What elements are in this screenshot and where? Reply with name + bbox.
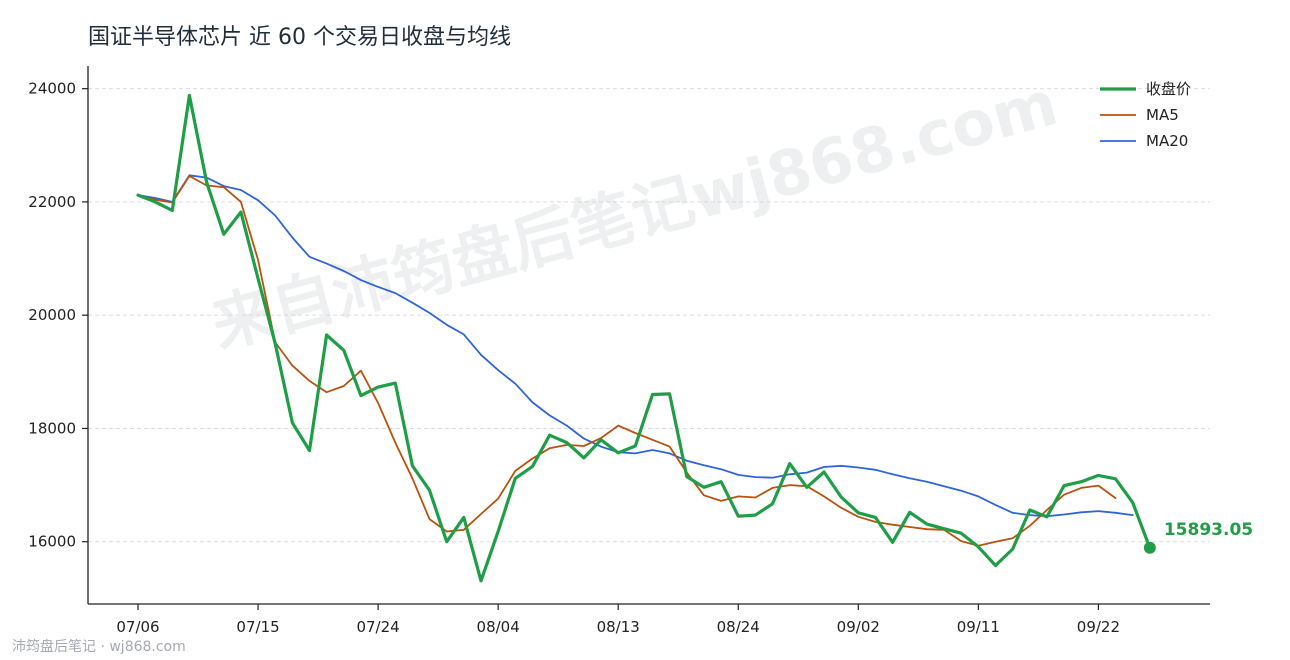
x-tick-label: 08/13 — [597, 618, 640, 636]
last-point-marker — [1143, 541, 1156, 554]
axes — [87, 66, 1210, 605]
x-tick-label: 09/02 — [837, 618, 880, 636]
x-tick-label: 07/24 — [356, 618, 399, 636]
x-tick-label: 08/04 — [477, 618, 520, 636]
x-tick-label: 07/06 — [116, 618, 159, 636]
chart-title: 国证半导体芯片 近 60 个交易日收盘与均线 — [88, 25, 511, 50]
y-tick-label: 24000 — [28, 80, 76, 98]
x-tick-label: 07/15 — [236, 618, 279, 636]
series-line-ma20 — [137, 174, 1134, 518]
footer-credit: 沛筠盘后笔记 · wj868.com — [12, 639, 186, 655]
gridlines — [88, 88, 1210, 543]
legend-label: MA5 — [1146, 106, 1179, 124]
series-lines — [136, 93, 1152, 583]
series-line-ma5 — [137, 174, 1117, 547]
last-value-annotation: 15893.05 — [1143, 520, 1253, 554]
y-tick-label: 16000 — [28, 533, 76, 551]
x-tick-label: 09/22 — [1077, 618, 1120, 636]
last-value-label: 15893.05 — [1164, 520, 1253, 540]
y-tick-label: 20000 — [28, 306, 76, 324]
x-axis-ticks: 07/06 07/15 07/24 08/04 08/13 08/24 09/02 09/11… — [116, 604, 1120, 636]
watermark: 来自沛筠盘后笔记wj868.com — [204, 66, 1065, 362]
x-tick-label: 08/24 — [717, 618, 760, 636]
series-line-close — [136, 93, 1152, 583]
legend-label: 收盘价 — [1146, 80, 1191, 98]
x-tick-label: 09/11 — [957, 618, 1000, 636]
legend-label: MA20 — [1146, 132, 1188, 150]
y-axis-ticks: 16000 18000 20000 22000 24000 — [28, 80, 88, 551]
watermark-text: 来自沛筠盘后笔记wj868.com — [204, 66, 1065, 362]
y-tick-label: 22000 — [28, 193, 76, 211]
y-tick-label: 18000 — [28, 419, 76, 437]
legend: 收盘价 MA5 MA20 — [1100, 80, 1191, 150]
